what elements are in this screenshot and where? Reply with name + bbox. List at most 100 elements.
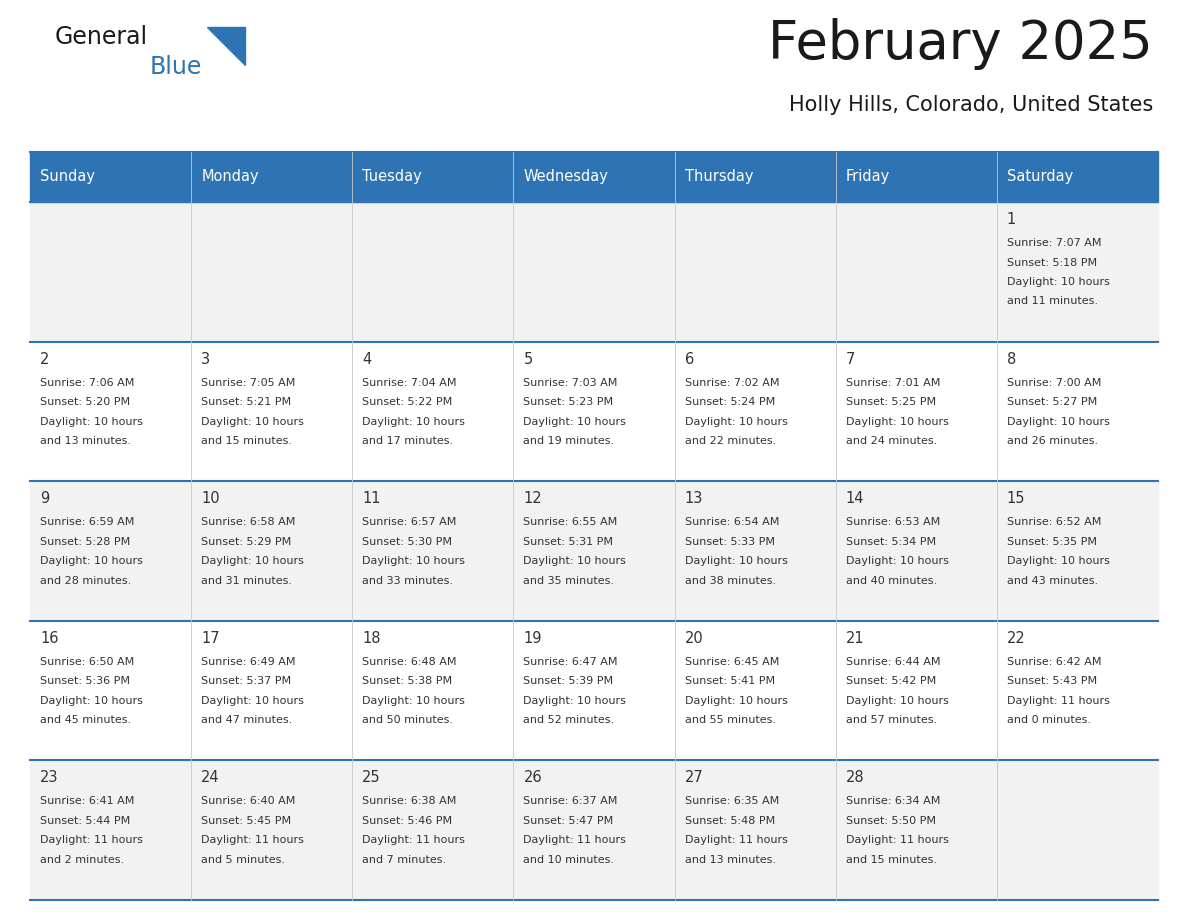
Text: and 15 minutes.: and 15 minutes. xyxy=(201,436,292,446)
Text: Daylight: 11 hours: Daylight: 11 hours xyxy=(40,835,143,845)
Text: 3: 3 xyxy=(201,352,210,366)
Text: 14: 14 xyxy=(846,491,864,506)
Text: Daylight: 11 hours: Daylight: 11 hours xyxy=(1007,696,1110,706)
Text: Daylight: 11 hours: Daylight: 11 hours xyxy=(684,835,788,845)
Text: 10: 10 xyxy=(201,491,220,506)
Text: Daylight: 10 hours: Daylight: 10 hours xyxy=(684,417,788,427)
Text: 27: 27 xyxy=(684,770,703,786)
Text: Daylight: 11 hours: Daylight: 11 hours xyxy=(201,835,304,845)
Text: Sunset: 5:18 PM: Sunset: 5:18 PM xyxy=(1007,258,1097,267)
Text: and 45 minutes.: and 45 minutes. xyxy=(40,715,131,725)
Text: and 40 minutes.: and 40 minutes. xyxy=(846,576,937,586)
Text: Daylight: 10 hours: Daylight: 10 hours xyxy=(846,556,948,566)
Text: Sunset: 5:47 PM: Sunset: 5:47 PM xyxy=(524,816,614,826)
Text: 2: 2 xyxy=(40,352,50,366)
Text: 24: 24 xyxy=(201,770,220,786)
Text: Sunrise: 6:48 AM: Sunrise: 6:48 AM xyxy=(362,656,456,666)
Text: General: General xyxy=(55,25,148,49)
Text: February 2025: February 2025 xyxy=(769,18,1154,70)
Text: Sunset: 5:29 PM: Sunset: 5:29 PM xyxy=(201,537,291,547)
Text: Daylight: 10 hours: Daylight: 10 hours xyxy=(524,417,626,427)
Text: Sunrise: 6:45 AM: Sunrise: 6:45 AM xyxy=(684,656,779,666)
Text: and 52 minutes.: and 52 minutes. xyxy=(524,715,614,725)
Text: Sunrise: 6:54 AM: Sunrise: 6:54 AM xyxy=(684,517,779,527)
Text: 7: 7 xyxy=(846,352,855,366)
Text: Sunset: 5:28 PM: Sunset: 5:28 PM xyxy=(40,537,131,547)
Text: 13: 13 xyxy=(684,491,703,506)
Text: Daylight: 11 hours: Daylight: 11 hours xyxy=(524,835,626,845)
Text: and 22 minutes.: and 22 minutes. xyxy=(684,436,776,446)
Text: 26: 26 xyxy=(524,770,542,786)
Text: Sunrise: 7:06 AM: Sunrise: 7:06 AM xyxy=(40,377,134,387)
Text: Daylight: 10 hours: Daylight: 10 hours xyxy=(201,417,304,427)
Text: Daylight: 10 hours: Daylight: 10 hours xyxy=(524,696,626,706)
Text: 21: 21 xyxy=(846,631,865,645)
Text: and 35 minutes.: and 35 minutes. xyxy=(524,576,614,586)
Text: Daylight: 11 hours: Daylight: 11 hours xyxy=(362,835,466,845)
Text: and 7 minutes.: and 7 minutes. xyxy=(362,855,447,865)
Text: and 0 minutes.: and 0 minutes. xyxy=(1007,715,1091,725)
Text: 20: 20 xyxy=(684,631,703,645)
Text: 11: 11 xyxy=(362,491,381,506)
Bar xyxy=(30,341,1158,481)
Text: Friday: Friday xyxy=(846,170,890,185)
Text: Daylight: 10 hours: Daylight: 10 hours xyxy=(40,417,143,427)
Text: 18: 18 xyxy=(362,631,381,645)
Text: 9: 9 xyxy=(40,491,49,506)
Text: Sunset: 5:38 PM: Sunset: 5:38 PM xyxy=(362,677,453,687)
Text: and 11 minutes.: and 11 minutes. xyxy=(1007,297,1098,307)
Text: 25: 25 xyxy=(362,770,381,786)
Text: Tuesday: Tuesday xyxy=(362,170,422,185)
Text: Sunrise: 7:01 AM: Sunrise: 7:01 AM xyxy=(846,377,940,387)
Text: Sunset: 5:20 PM: Sunset: 5:20 PM xyxy=(40,397,131,407)
Text: and 13 minutes.: and 13 minutes. xyxy=(684,855,776,865)
Text: Daylight: 10 hours: Daylight: 10 hours xyxy=(1007,277,1110,287)
Text: 4: 4 xyxy=(362,352,372,366)
Text: 12: 12 xyxy=(524,491,542,506)
Text: Sunrise: 6:59 AM: Sunrise: 6:59 AM xyxy=(40,517,134,527)
Text: and 5 minutes.: and 5 minutes. xyxy=(201,855,285,865)
Text: and 10 minutes.: and 10 minutes. xyxy=(524,855,614,865)
Text: Sunrise: 6:57 AM: Sunrise: 6:57 AM xyxy=(362,517,456,527)
Text: Monday: Monday xyxy=(201,170,259,185)
Text: Daylight: 10 hours: Daylight: 10 hours xyxy=(362,556,466,566)
Text: Daylight: 10 hours: Daylight: 10 hours xyxy=(524,556,626,566)
Text: and 24 minutes.: and 24 minutes. xyxy=(846,436,937,446)
Text: Sunset: 5:37 PM: Sunset: 5:37 PM xyxy=(201,677,291,687)
Text: 19: 19 xyxy=(524,631,542,645)
Text: Sunset: 5:27 PM: Sunset: 5:27 PM xyxy=(1007,397,1097,407)
Text: Sunrise: 6:40 AM: Sunrise: 6:40 AM xyxy=(201,797,296,806)
Text: Sunset: 5:30 PM: Sunset: 5:30 PM xyxy=(362,537,453,547)
Text: Sunset: 5:39 PM: Sunset: 5:39 PM xyxy=(524,677,613,687)
Text: Sunrise: 7:02 AM: Sunrise: 7:02 AM xyxy=(684,377,779,387)
Text: 8: 8 xyxy=(1007,352,1016,366)
Text: Sunrise: 7:07 AM: Sunrise: 7:07 AM xyxy=(1007,238,1101,248)
Text: Sunset: 5:25 PM: Sunset: 5:25 PM xyxy=(846,397,936,407)
Text: Sunrise: 6:55 AM: Sunrise: 6:55 AM xyxy=(524,517,618,527)
Text: Sunset: 5:42 PM: Sunset: 5:42 PM xyxy=(846,677,936,687)
Text: 1: 1 xyxy=(1007,212,1016,227)
Text: and 38 minutes.: and 38 minutes. xyxy=(684,576,776,586)
Text: 6: 6 xyxy=(684,352,694,366)
Text: Sunrise: 6:52 AM: Sunrise: 6:52 AM xyxy=(1007,517,1101,527)
Text: Daylight: 10 hours: Daylight: 10 hours xyxy=(40,556,143,566)
Text: Sunrise: 7:04 AM: Sunrise: 7:04 AM xyxy=(362,377,456,387)
Text: Saturday: Saturday xyxy=(1007,170,1073,185)
Text: Sunrise: 6:35 AM: Sunrise: 6:35 AM xyxy=(684,797,779,806)
Text: Sunset: 5:48 PM: Sunset: 5:48 PM xyxy=(684,816,775,826)
Text: and 55 minutes.: and 55 minutes. xyxy=(684,715,776,725)
Text: Daylight: 10 hours: Daylight: 10 hours xyxy=(684,696,788,706)
Text: Sunrise: 7:00 AM: Sunrise: 7:00 AM xyxy=(1007,377,1101,387)
Text: Thursday: Thursday xyxy=(684,170,753,185)
Text: Sunset: 5:44 PM: Sunset: 5:44 PM xyxy=(40,816,131,826)
Text: Sunset: 5:34 PM: Sunset: 5:34 PM xyxy=(846,537,936,547)
Text: Sunset: 5:46 PM: Sunset: 5:46 PM xyxy=(362,816,453,826)
Text: Holly Hills, Colorado, United States: Holly Hills, Colorado, United States xyxy=(789,95,1154,115)
Text: Sunrise: 7:05 AM: Sunrise: 7:05 AM xyxy=(201,377,296,387)
Bar xyxy=(30,621,1158,760)
Text: 22: 22 xyxy=(1007,631,1025,645)
Text: 17: 17 xyxy=(201,631,220,645)
Text: Sunrise: 6:37 AM: Sunrise: 6:37 AM xyxy=(524,797,618,806)
Text: and 31 minutes.: and 31 minutes. xyxy=(201,576,292,586)
Text: and 28 minutes.: and 28 minutes. xyxy=(40,576,131,586)
